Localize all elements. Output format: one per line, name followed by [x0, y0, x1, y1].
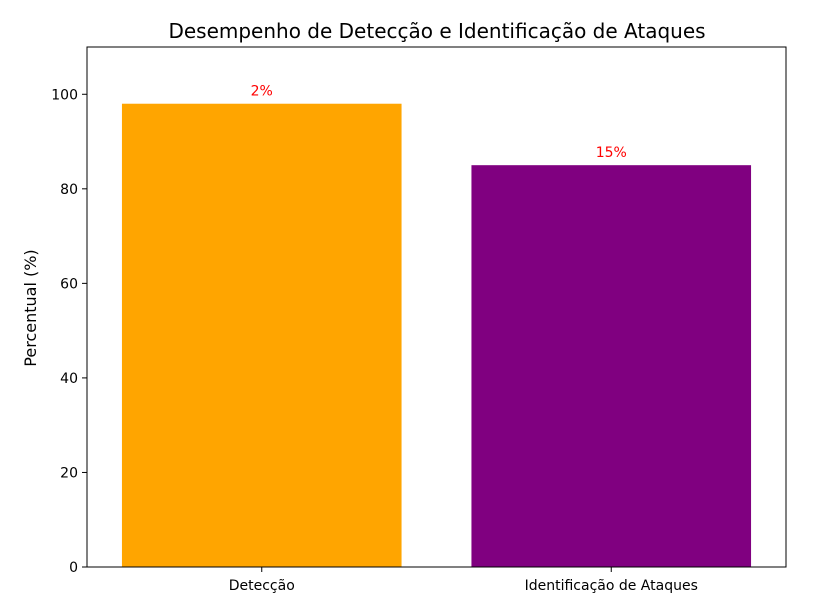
bar-value-label-0: 2%: [251, 84, 273, 100]
y-tick-label-1: 20: [60, 465, 78, 481]
plot-area: 2% Detecção 15% Identificação de Ataques 0 20…: [51, 46, 787, 594]
x-tick-label-0: Detecção: [229, 578, 295, 594]
y-tick-label-0: 0: [69, 560, 78, 576]
bar-1: [471, 165, 752, 567]
axes-frame: [86, 46, 787, 568]
y-tick-label-4: 80: [60, 182, 78, 198]
chart-title: Desempenho de Detecção e Identificação d…: [168, 19, 705, 43]
y-tick-label-2: 40: [60, 371, 78, 387]
bar-0: [121, 103, 402, 568]
y-axis-label: Percentual (%): [21, 249, 40, 366]
y-tick-label-5: 100: [51, 87, 78, 103]
x-tick-label-1: Identificação de Ataques: [525, 578, 698, 594]
bar-value-label-1: 15%: [596, 145, 627, 161]
y-tick-label-3: 60: [60, 276, 78, 292]
